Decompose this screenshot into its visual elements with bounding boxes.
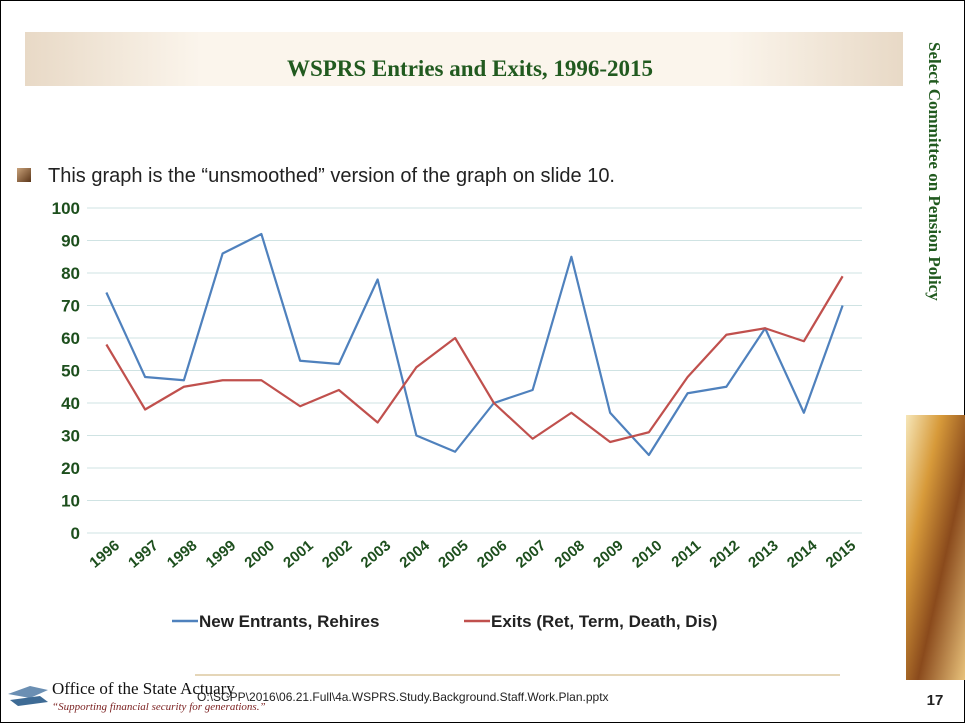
y-tick-label: 30 xyxy=(61,427,80,446)
y-tick-label: 50 xyxy=(61,362,80,381)
y-tick-label: 80 xyxy=(61,264,80,283)
logo xyxy=(8,686,48,706)
legend-label: New Entrants, Rehires xyxy=(199,612,379,631)
footer-tagline: “Supporting financial security for gener… xyxy=(52,701,266,713)
series-line xyxy=(105,232,844,457)
y-tick-label: 70 xyxy=(61,297,80,316)
y-tick-label: 10 xyxy=(61,492,80,511)
footer-org: Office of the State Actuary xyxy=(52,679,235,698)
y-tick-label: 0 xyxy=(71,524,80,543)
bullet-text: This graph is the “unsmoothed” version o… xyxy=(48,165,615,187)
y-tick-label: 60 xyxy=(61,329,80,348)
page-number: 17 xyxy=(927,692,944,709)
series-line xyxy=(105,275,844,444)
y-tick-label: 90 xyxy=(61,232,80,251)
bullet-marker xyxy=(17,168,31,182)
y-tick-label: 20 xyxy=(61,459,80,478)
side-image xyxy=(906,415,965,680)
slide-title: WSPRS Entries and Exits, 1996-2015 xyxy=(287,56,653,81)
side-title: Select Committee on Pension Policy xyxy=(925,42,944,301)
y-tick-label: 100 xyxy=(52,199,80,218)
y-tick-label: 40 xyxy=(61,394,80,413)
footer-path: O:\SCPP\2016\06.21.Full\4a.WSPRS.Study.B… xyxy=(197,690,609,704)
title-bar xyxy=(25,32,903,86)
legend-label: Exits (Ret, Term, Death, Dis) xyxy=(491,612,717,631)
